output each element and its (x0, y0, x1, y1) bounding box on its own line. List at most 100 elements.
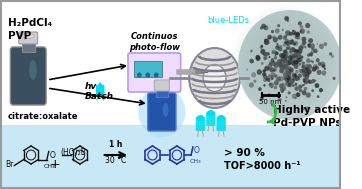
Circle shape (307, 58, 309, 60)
Circle shape (253, 80, 257, 83)
Circle shape (299, 69, 300, 70)
Circle shape (291, 61, 296, 66)
Circle shape (295, 56, 296, 57)
Circle shape (275, 75, 277, 77)
Circle shape (281, 55, 285, 59)
Circle shape (306, 70, 310, 75)
Circle shape (283, 49, 288, 55)
Circle shape (273, 67, 277, 71)
Circle shape (281, 53, 286, 58)
Circle shape (296, 59, 299, 63)
Circle shape (287, 58, 292, 64)
Circle shape (289, 46, 291, 49)
Circle shape (292, 30, 294, 32)
Circle shape (268, 74, 270, 76)
Circle shape (331, 55, 334, 58)
Circle shape (273, 37, 278, 43)
Circle shape (319, 88, 323, 92)
Circle shape (295, 32, 300, 36)
Circle shape (291, 39, 294, 42)
Circle shape (300, 43, 305, 48)
Circle shape (282, 67, 284, 69)
Circle shape (297, 55, 302, 60)
Circle shape (283, 73, 288, 78)
Text: 30 °C: 30 °C (105, 156, 126, 165)
Circle shape (307, 30, 310, 34)
Circle shape (271, 77, 274, 80)
Circle shape (264, 39, 268, 43)
Circle shape (279, 53, 282, 57)
Circle shape (287, 74, 290, 76)
Ellipse shape (138, 87, 185, 137)
Circle shape (283, 66, 285, 68)
Circle shape (279, 65, 283, 70)
Circle shape (305, 75, 307, 77)
Circle shape (302, 62, 304, 64)
Circle shape (296, 92, 300, 97)
Circle shape (299, 78, 300, 80)
Circle shape (295, 70, 299, 74)
Circle shape (294, 83, 297, 86)
Circle shape (322, 64, 325, 68)
Circle shape (266, 78, 268, 81)
Circle shape (317, 95, 319, 98)
Circle shape (275, 51, 278, 55)
Circle shape (302, 65, 305, 69)
Circle shape (264, 84, 266, 87)
Circle shape (320, 62, 325, 67)
Text: O: O (194, 146, 200, 155)
Circle shape (294, 41, 298, 46)
Circle shape (261, 62, 264, 65)
Bar (1, 125, 340, 188)
Circle shape (292, 54, 296, 59)
Circle shape (290, 83, 294, 86)
Circle shape (271, 61, 276, 66)
Circle shape (284, 35, 287, 38)
Circle shape (275, 45, 279, 50)
Circle shape (273, 61, 274, 63)
Text: Highly active
Pd-PVP NPs: Highly active Pd-PVP NPs (273, 105, 350, 128)
Circle shape (276, 45, 279, 49)
Circle shape (258, 70, 261, 74)
Circle shape (295, 42, 297, 44)
Circle shape (286, 64, 289, 67)
Circle shape (307, 53, 310, 57)
Circle shape (292, 85, 295, 87)
Circle shape (285, 66, 289, 70)
Circle shape (250, 50, 253, 52)
Circle shape (288, 55, 292, 59)
Circle shape (278, 47, 282, 51)
Circle shape (289, 48, 294, 53)
Circle shape (281, 48, 283, 51)
Circle shape (294, 76, 299, 81)
Circle shape (310, 80, 313, 84)
Circle shape (258, 87, 262, 91)
Circle shape (296, 86, 300, 91)
Ellipse shape (218, 115, 225, 121)
Circle shape (288, 40, 292, 45)
Circle shape (293, 60, 298, 65)
Circle shape (317, 62, 321, 66)
Circle shape (300, 60, 302, 62)
Circle shape (264, 40, 269, 45)
Circle shape (294, 62, 298, 66)
Circle shape (277, 24, 280, 27)
Circle shape (299, 89, 302, 92)
Circle shape (279, 55, 282, 58)
Circle shape (315, 80, 316, 81)
Circle shape (270, 75, 274, 79)
FancyBboxPatch shape (206, 112, 215, 126)
Circle shape (271, 58, 274, 62)
Circle shape (304, 64, 310, 69)
Circle shape (285, 60, 288, 64)
Circle shape (274, 80, 279, 86)
Circle shape (289, 53, 294, 58)
Circle shape (285, 70, 289, 74)
Circle shape (290, 78, 295, 83)
Circle shape (263, 55, 268, 60)
Ellipse shape (197, 115, 204, 121)
Circle shape (298, 57, 303, 62)
Circle shape (289, 59, 294, 64)
Circle shape (294, 86, 299, 91)
Circle shape (300, 30, 302, 33)
